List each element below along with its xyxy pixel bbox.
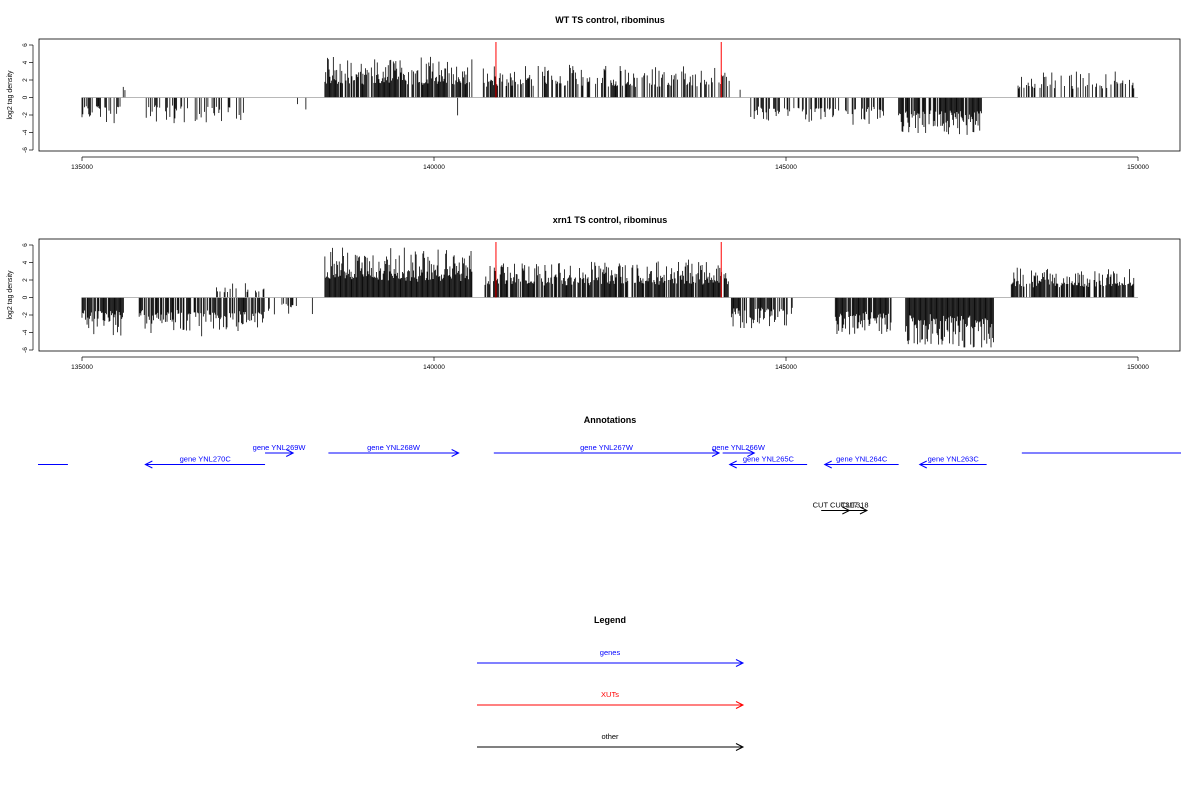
y-tick-label: 6 — [22, 43, 29, 47]
annotation-features: gene YNL270C gene YNL269W gene YNL268W gene… — [38, 443, 1181, 515]
y-tick-label: 2 — [22, 78, 29, 82]
annotations-title: Annotations — [584, 415, 637, 425]
legend-item-xut: XUTs — [477, 690, 745, 709]
feature-label: gene YNL264C — [836, 455, 888, 464]
x-tick-label: 140000 — [423, 164, 445, 171]
y-tick-label: 6 — [22, 243, 29, 247]
feature-label: CUT318 — [841, 501, 869, 510]
annotation-feature: CUT318 — [841, 501, 869, 515]
y-tick-label: 0 — [22, 95, 29, 99]
annotation-feature: gene YNL270C — [144, 455, 266, 469]
y-tick-label: -2 — [22, 312, 29, 318]
panel-xrn1-x-axis: 135000 140000 145000 150000 — [71, 356, 1149, 371]
legend-label: XUTs — [601, 690, 619, 699]
legend-label: genes — [600, 648, 621, 657]
arrowhead-left-icon — [728, 460, 737, 469]
panel-wt: WT TS control, ribominus log2 tag densit… — [7, 15, 1181, 171]
feature-label: gene YNL269W — [253, 443, 307, 452]
arrowhead-right-icon — [735, 701, 745, 709]
panel-wt-frame — [38, 38, 1181, 152]
feature-label: gene YNL267W — [580, 443, 634, 452]
legend-label: other — [601, 732, 619, 741]
panel-xrn1-bars — [81, 247, 1135, 348]
panel-xrn1-ylabel: log2 tag density — [7, 270, 14, 320]
x-tick-label: 135000 — [71, 164, 93, 171]
arrowhead-right-icon — [451, 449, 460, 457]
annotation-feature: gene YNL264C — [823, 455, 899, 469]
x-tick-label: 140000 — [423, 364, 445, 371]
arrowhead-right-icon — [859, 506, 869, 515]
x-tick-label: 150000 — [1127, 364, 1149, 371]
arrowhead-right-icon — [735, 743, 745, 751]
y-tick-label: 4 — [22, 60, 29, 64]
legend-title: Legend — [594, 615, 626, 625]
panel-xrn1-y-axis: -6 -4 -2 0 2 4 6 — [22, 243, 34, 353]
feature-label: gene YNL265C — [743, 455, 795, 464]
legend-item-gene: genes — [477, 648, 745, 667]
feature-label: gene YNL266W — [712, 443, 766, 452]
y-tick-label: -6 — [22, 147, 29, 153]
feature-label: gene YNL263C — [928, 455, 980, 464]
arrowhead-right-icon — [747, 449, 756, 457]
y-tick-label: -6 — [22, 347, 29, 353]
panel-wt-x-axis: 135000 140000 145000 150000 — [71, 156, 1149, 171]
y-tick-label: 2 — [22, 278, 29, 282]
panel-wt-markers — [495, 42, 722, 98]
panel-wt-ylabel: log2 tag density — [7, 70, 14, 120]
feature-label: gene YNL268W — [367, 443, 421, 452]
panel-wt-title: WT TS control, ribominus — [555, 15, 665, 25]
panel-xrn1-frame — [38, 238, 1181, 352]
x-tick-label: 150000 — [1127, 164, 1149, 171]
y-tick-label: -2 — [22, 112, 29, 118]
legend-item-other: other — [477, 732, 745, 751]
annotation-feature: gene YNL266W — [712, 443, 766, 457]
annotation-feature: gene YNL269W — [253, 443, 307, 457]
annotation-feature: gene YNL268W — [328, 443, 460, 457]
legend: Legend genes XUTs other — [477, 615, 745, 751]
y-tick-label: 0 — [22, 295, 29, 299]
arrowhead-left-icon — [144, 460, 153, 469]
annotation-feature: gene YNL265C — [728, 455, 808, 469]
annotation-feature: gene YNL267W — [493, 443, 721, 457]
y-tick-label: -4 — [22, 129, 29, 135]
panel-wt-y-axis: -6 -4 -2 0 2 4 6 — [22, 43, 34, 153]
feature-label: CUT CUT317 — [813, 501, 858, 510]
y-tick-label: 4 — [22, 260, 29, 264]
arrowhead-right-icon — [711, 449, 721, 457]
arrowhead-left-icon — [823, 460, 832, 469]
panel-xrn1-title: xrn1 TS control, ribominus — [553, 215, 668, 225]
annotation-feature: gene YNL263C — [918, 455, 987, 469]
panel-wt-bars — [81, 56, 1135, 135]
x-tick-label: 145000 — [775, 364, 797, 371]
feature-label: gene YNL270C — [180, 455, 232, 464]
panel-xrn1-markers — [495, 242, 722, 298]
arrowhead-right-icon — [735, 659, 745, 667]
y-tick-label: -4 — [22, 329, 29, 335]
x-tick-label: 145000 — [775, 164, 797, 171]
legend-items: genes XUTs other — [477, 648, 745, 751]
arrowhead-left-icon — [918, 460, 927, 469]
x-tick-label: 135000 — [71, 364, 93, 371]
panel-xrn1: xrn1 TS control, ribominus log2 tag dens… — [7, 215, 1181, 371]
arrowhead-right-icon — [285, 449, 295, 457]
